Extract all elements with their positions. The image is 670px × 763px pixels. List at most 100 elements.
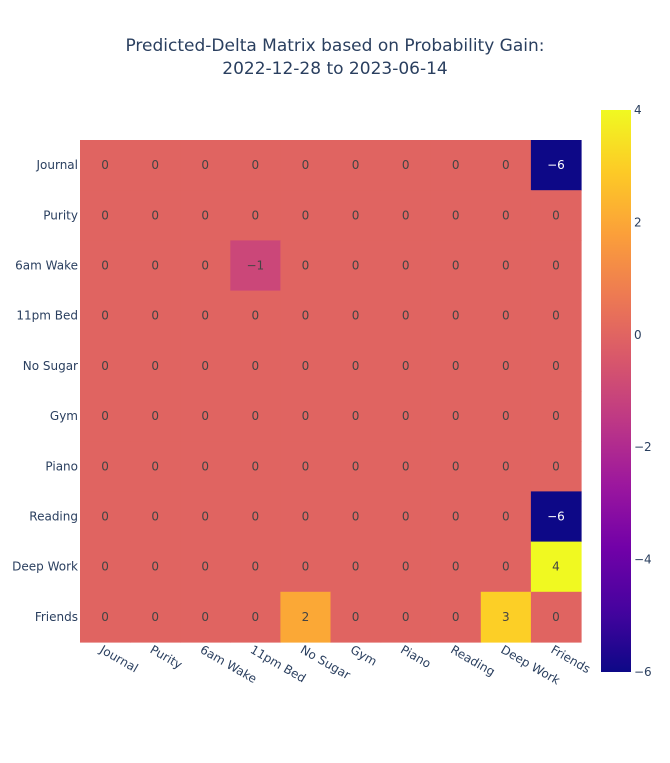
heatmap-cell [130, 391, 181, 442]
heatmap-cell-label: 0 [101, 409, 109, 423]
heatmap-cell [480, 541, 532, 593]
heatmap-cell [530, 140, 582, 191]
heatmap-cell-label: 0 [201, 459, 209, 473]
heatmap-cell [130, 240, 181, 292]
heatmap-cell-label: 0 [101, 309, 109, 323]
heatmap-cell-label: 0 [252, 510, 260, 524]
heatmap-cell [330, 290, 382, 342]
heatmap-cell [80, 140, 131, 191]
heatmap-cell [130, 491, 181, 543]
heatmap-cell [480, 441, 532, 492]
x-axis-tick-label: Purity [148, 642, 185, 671]
heatmap-cell-label: 0 [502, 560, 510, 574]
heatmap-cell-label: 0 [452, 510, 460, 524]
heatmap-cell [380, 491, 432, 543]
heatmap-cell-label: 0 [402, 560, 410, 574]
heatmap-cell [430, 140, 482, 191]
heatmap-cell [180, 240, 231, 292]
heatmap-cell-label: 0 [302, 309, 310, 323]
heatmap-cells [80, 140, 582, 643]
heatmap-cell [280, 491, 332, 543]
heatmap-cell-label: 0 [452, 610, 460, 624]
y-axis-tick-label: Friends [35, 610, 78, 624]
heatmap-cell-label: 0 [452, 259, 460, 273]
chart-title: Predicted-Delta Matrix based on Probabil… [125, 36, 544, 56]
heatmap-cell-label: 0 [452, 158, 460, 172]
heatmap-cell [480, 491, 532, 543]
heatmap-cell-label: 0 [151, 208, 159, 222]
heatmap-cell [130, 591, 181, 643]
heatmap-cell-label: 0 [552, 610, 560, 624]
heatmap-cell-label: 0 [402, 158, 410, 172]
heatmap-cell-label: 0 [201, 158, 209, 172]
heatmap-cell-label: 0 [552, 459, 560, 473]
heatmap-cell [180, 140, 231, 191]
heatmap-cell-label: 0 [502, 459, 510, 473]
heatmap-cell-label: 0 [352, 409, 360, 423]
heatmap-cell [230, 140, 281, 191]
x-axis-tick-label: Journal [97, 642, 141, 675]
heatmap-cell [280, 441, 332, 492]
heatmap-cell [80, 391, 131, 442]
heatmap-cell-label: 0 [552, 409, 560, 423]
heatmap-cell-label: 0 [151, 158, 159, 172]
heatmap-cell [480, 140, 532, 191]
heatmap-cell-label: 0 [452, 208, 460, 222]
heatmap-cell [430, 340, 482, 392]
heatmap-cell [380, 340, 432, 392]
colorbar-tick-label: 0 [634, 328, 642, 342]
x-axis-tick-label: 11pm Bed [248, 642, 308, 685]
heatmap-cell [530, 240, 582, 292]
y-axis-tick-label: Piano [45, 459, 78, 473]
x-axis-tick-label: Reading [448, 642, 497, 678]
y-axis-tick-label: 11pm Bed [16, 309, 78, 323]
heatmap-cell [230, 190, 281, 241]
heatmap-cell [80, 190, 131, 241]
heatmap-cell-label: 0 [101, 459, 109, 473]
colorbar-tick-label: −4 [634, 553, 652, 567]
heatmap-cell-label: 0 [201, 259, 209, 273]
heatmap-cell [180, 190, 231, 241]
heatmap-cell-label: 0 [302, 259, 310, 273]
heatmap-cell-label: 0 [151, 409, 159, 423]
heatmap-cell-label: 0 [552, 208, 560, 222]
heatmap-cell-label: 0 [252, 459, 260, 473]
heatmap-cell-label: 0 [302, 560, 310, 574]
heatmap-cell [230, 340, 281, 392]
heatmap-cell-label: 0 [502, 359, 510, 373]
heatmap-cell [280, 340, 332, 392]
heatmap-cell-label: 0 [101, 560, 109, 574]
heatmap-cell [180, 290, 231, 342]
heatmap-cell [330, 340, 382, 392]
y-axis-tick-labels: Journal Purity 6am Wake 11pm Bed No Sugar Gym… [12, 158, 78, 624]
heatmap-cell-label: 0 [402, 610, 410, 624]
heatmap-cell-label: 0 [252, 610, 260, 624]
heatmap-cell-label: 0 [201, 359, 209, 373]
y-axis-tick-label: Reading [29, 510, 78, 524]
heatmap-cell [530, 591, 582, 643]
heatmap-cell [480, 190, 532, 241]
heatmap-cell [80, 441, 131, 492]
heatmap-cell [330, 240, 382, 292]
heatmap-cell [380, 441, 432, 492]
x-axis-tick-label: Gym [348, 642, 379, 668]
heatmap-cell-label: 0 [502, 409, 510, 423]
heatmap-cell-label: 0 [302, 359, 310, 373]
heatmap-cell-label: 0 [502, 208, 510, 222]
heatmap-cell-label: 0 [151, 560, 159, 574]
heatmap-cell-label: 0 [201, 560, 209, 574]
heatmap-cell [80, 541, 131, 593]
chart-subtitle: 2022-12-28 to 2023-06-14 [222, 59, 447, 79]
heatmap-cell-label: 0 [352, 259, 360, 273]
heatmap-cell-label: 0 [201, 208, 209, 222]
heatmap-cell [530, 541, 582, 593]
heatmap-cell-label: 0 [201, 309, 209, 323]
heatmap-cell [480, 591, 532, 643]
heatmap-cell-label: −6 [547, 510, 565, 524]
heatmap-cell [430, 591, 482, 643]
heatmap-cell [380, 290, 432, 342]
heatmap-cell [330, 441, 382, 492]
heatmap-cell-label: 0 [352, 560, 360, 574]
